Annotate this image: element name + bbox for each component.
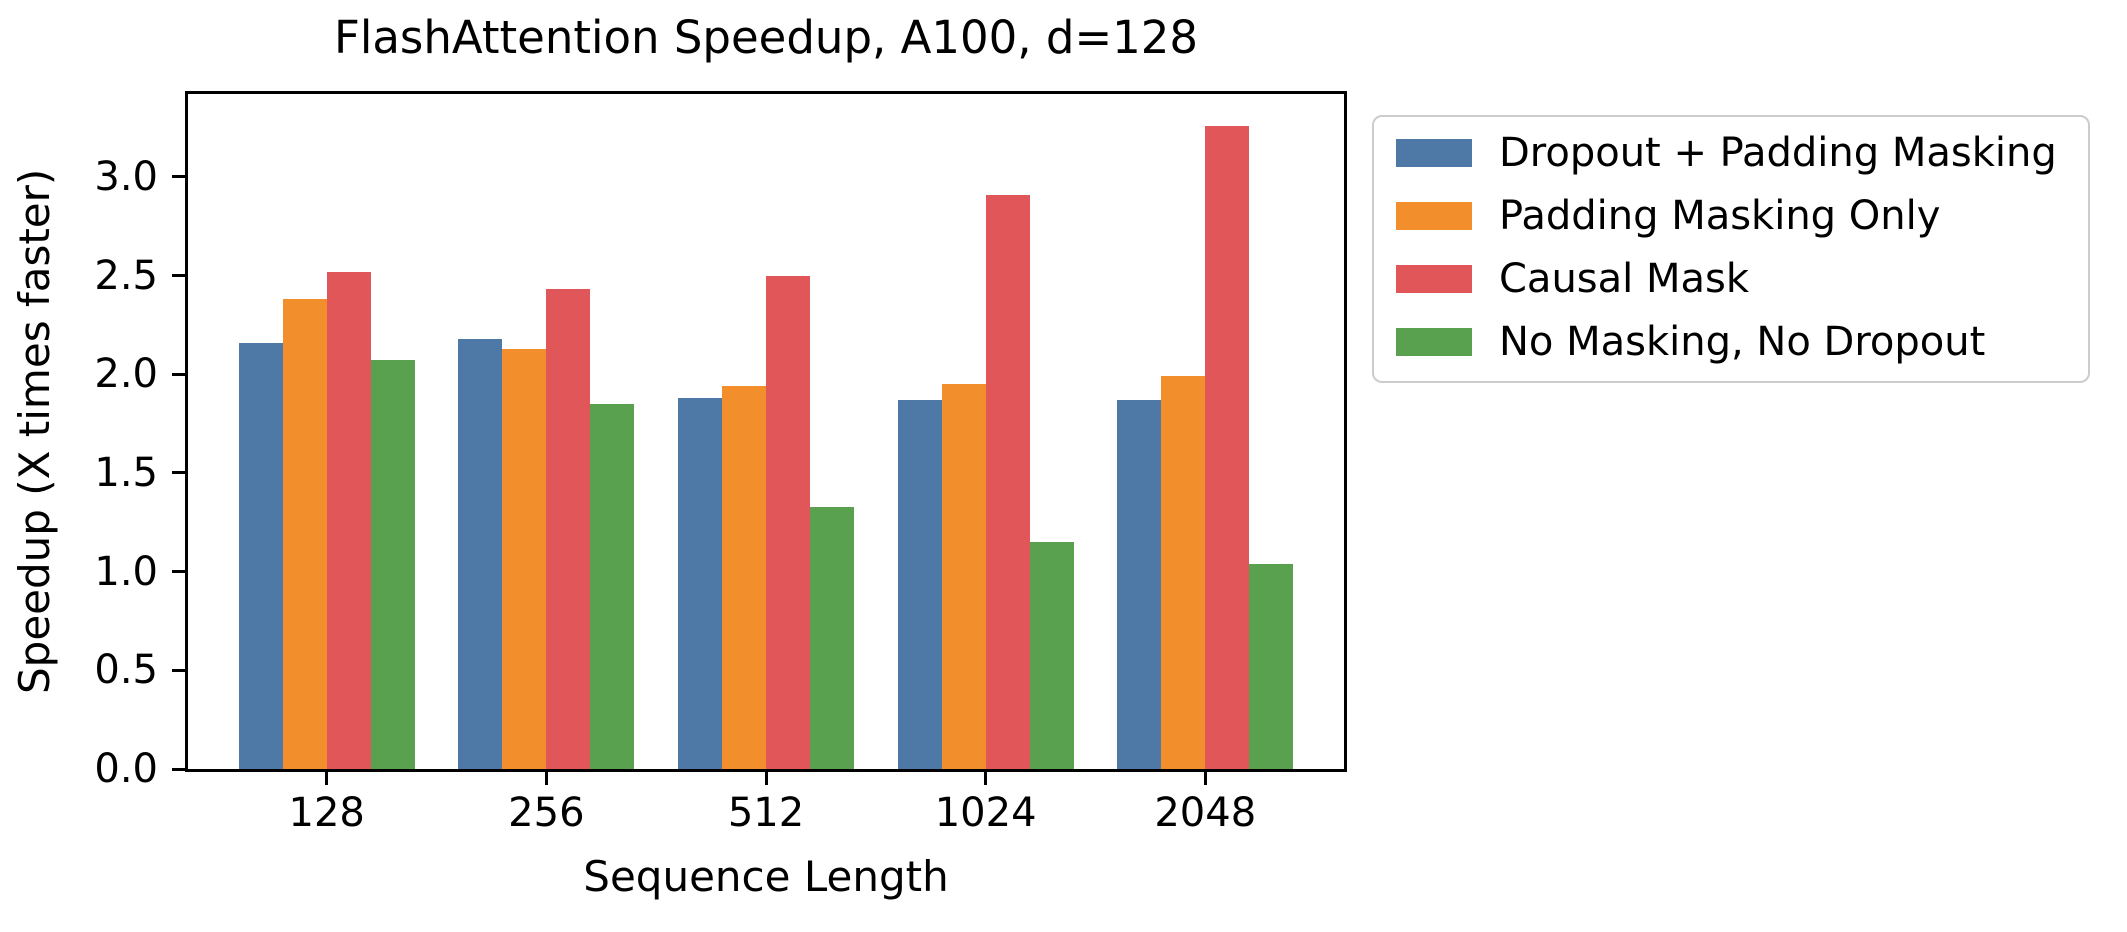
x-axis-label: Sequence Length (583, 852, 949, 901)
bar-dropout-padding-masking-128 (238, 342, 283, 769)
x-tick-mark (764, 772, 768, 785)
x-tick-label-128: 128 (288, 790, 365, 836)
bar-causal-mask-512 (766, 275, 810, 769)
legend-swatch-dropout-padding-masking (1396, 138, 1472, 167)
bar-causal-mask-2048 (1205, 125, 1250, 769)
legend-label: Causal Mask (1499, 255, 1749, 302)
y-tick-mark (172, 668, 185, 672)
bar-causal-mask-1024 (985, 194, 1030, 769)
bar-causal-mask-128 (326, 271, 371, 769)
bar-no-masking-no-dropout-2048 (1249, 563, 1294, 769)
bar-dropout-padding-masking-256 (458, 338, 503, 769)
y-tick-label: 2.5 (94, 252, 158, 299)
plot-area: 0.0 0.5 1.0 1.5 2.0 2.5 3.0 128 256 512 1024 2048 (94, 91, 1347, 836)
legend-label: Dropout + Padding Masking (1499, 129, 2057, 176)
y-axis-label: Speedup (X times faster) (10, 168, 59, 695)
y-tick-mark (172, 274, 185, 278)
bar-padding-masking-only-2048 (1161, 376, 1206, 769)
bar-dropout-padding-masking-2048 (1117, 399, 1162, 769)
y-tick-mark (172, 372, 185, 376)
x-tick-mark (544, 772, 548, 785)
y-tick-mark (172, 767, 185, 771)
legend-swatch-padding-masking-only (1396, 201, 1472, 230)
legend-item-dropout-padding-masking: Dropout + Padding Masking (1396, 121, 2068, 184)
y-tick-mark (172, 471, 185, 475)
y-tick-label: 1.0 (94, 548, 158, 595)
bar-padding-masking-only-128 (282, 299, 327, 769)
y-tick-mark (172, 175, 185, 179)
bar-no-masking-no-dropout-1024 (1029, 542, 1074, 769)
bar-dropout-padding-masking-512 (678, 397, 722, 769)
legend-swatch-causal-mask (1396, 264, 1472, 293)
x-tick-mark (1203, 772, 1207, 785)
x-tick-label-1024: 1024 (934, 790, 1037, 836)
bar-dropout-padding-masking-1024 (897, 399, 942, 769)
y-tick-label: 0.0 (94, 746, 158, 792)
legend-item-padding-masking-only: Padding Masking Only (1396, 184, 2068, 247)
x-tick-mark (984, 772, 988, 785)
legend-label: No Masking, No Dropout (1499, 318, 1986, 365)
bar-padding-masking-only-512 (722, 386, 766, 769)
legend-item-no-masking-no-dropout: No Masking, No Dropout (1396, 310, 2068, 373)
chart-title: FlashAttention Speedup, A100, d=128 (333, 11, 1199, 64)
x-tick-mark (325, 772, 329, 785)
y-tick-mark (172, 570, 185, 574)
bar-no-masking-no-dropout-512 (810, 506, 854, 769)
legend-label: Padding Masking Only (1499, 192, 1941, 239)
legend: Dropout + Padding Masking Padding Masking… (1372, 115, 2090, 383)
x-tick-label-2048: 2048 (1154, 790, 1257, 836)
bar-padding-masking-only-256 (502, 348, 547, 769)
legend-item-causal-mask: Causal Mask (1396, 247, 2068, 310)
y-tick-label: 2.0 (94, 351, 158, 398)
y-tick-label: 3.0 (94, 153, 158, 200)
x-tick-label-256: 256 (508, 790, 585, 836)
bar-no-masking-no-dropout-256 (590, 403, 635, 769)
bar-no-masking-no-dropout-128 (370, 360, 415, 769)
y-tick-label: 1.5 (94, 449, 158, 496)
bar-causal-mask-256 (546, 289, 591, 769)
legend-swatch-no-masking-no-dropout (1396, 327, 1472, 356)
x-tick-label-512: 512 (727, 790, 805, 836)
y-tick-label: 0.5 (94, 647, 158, 694)
bar-padding-masking-only-1024 (941, 384, 986, 769)
